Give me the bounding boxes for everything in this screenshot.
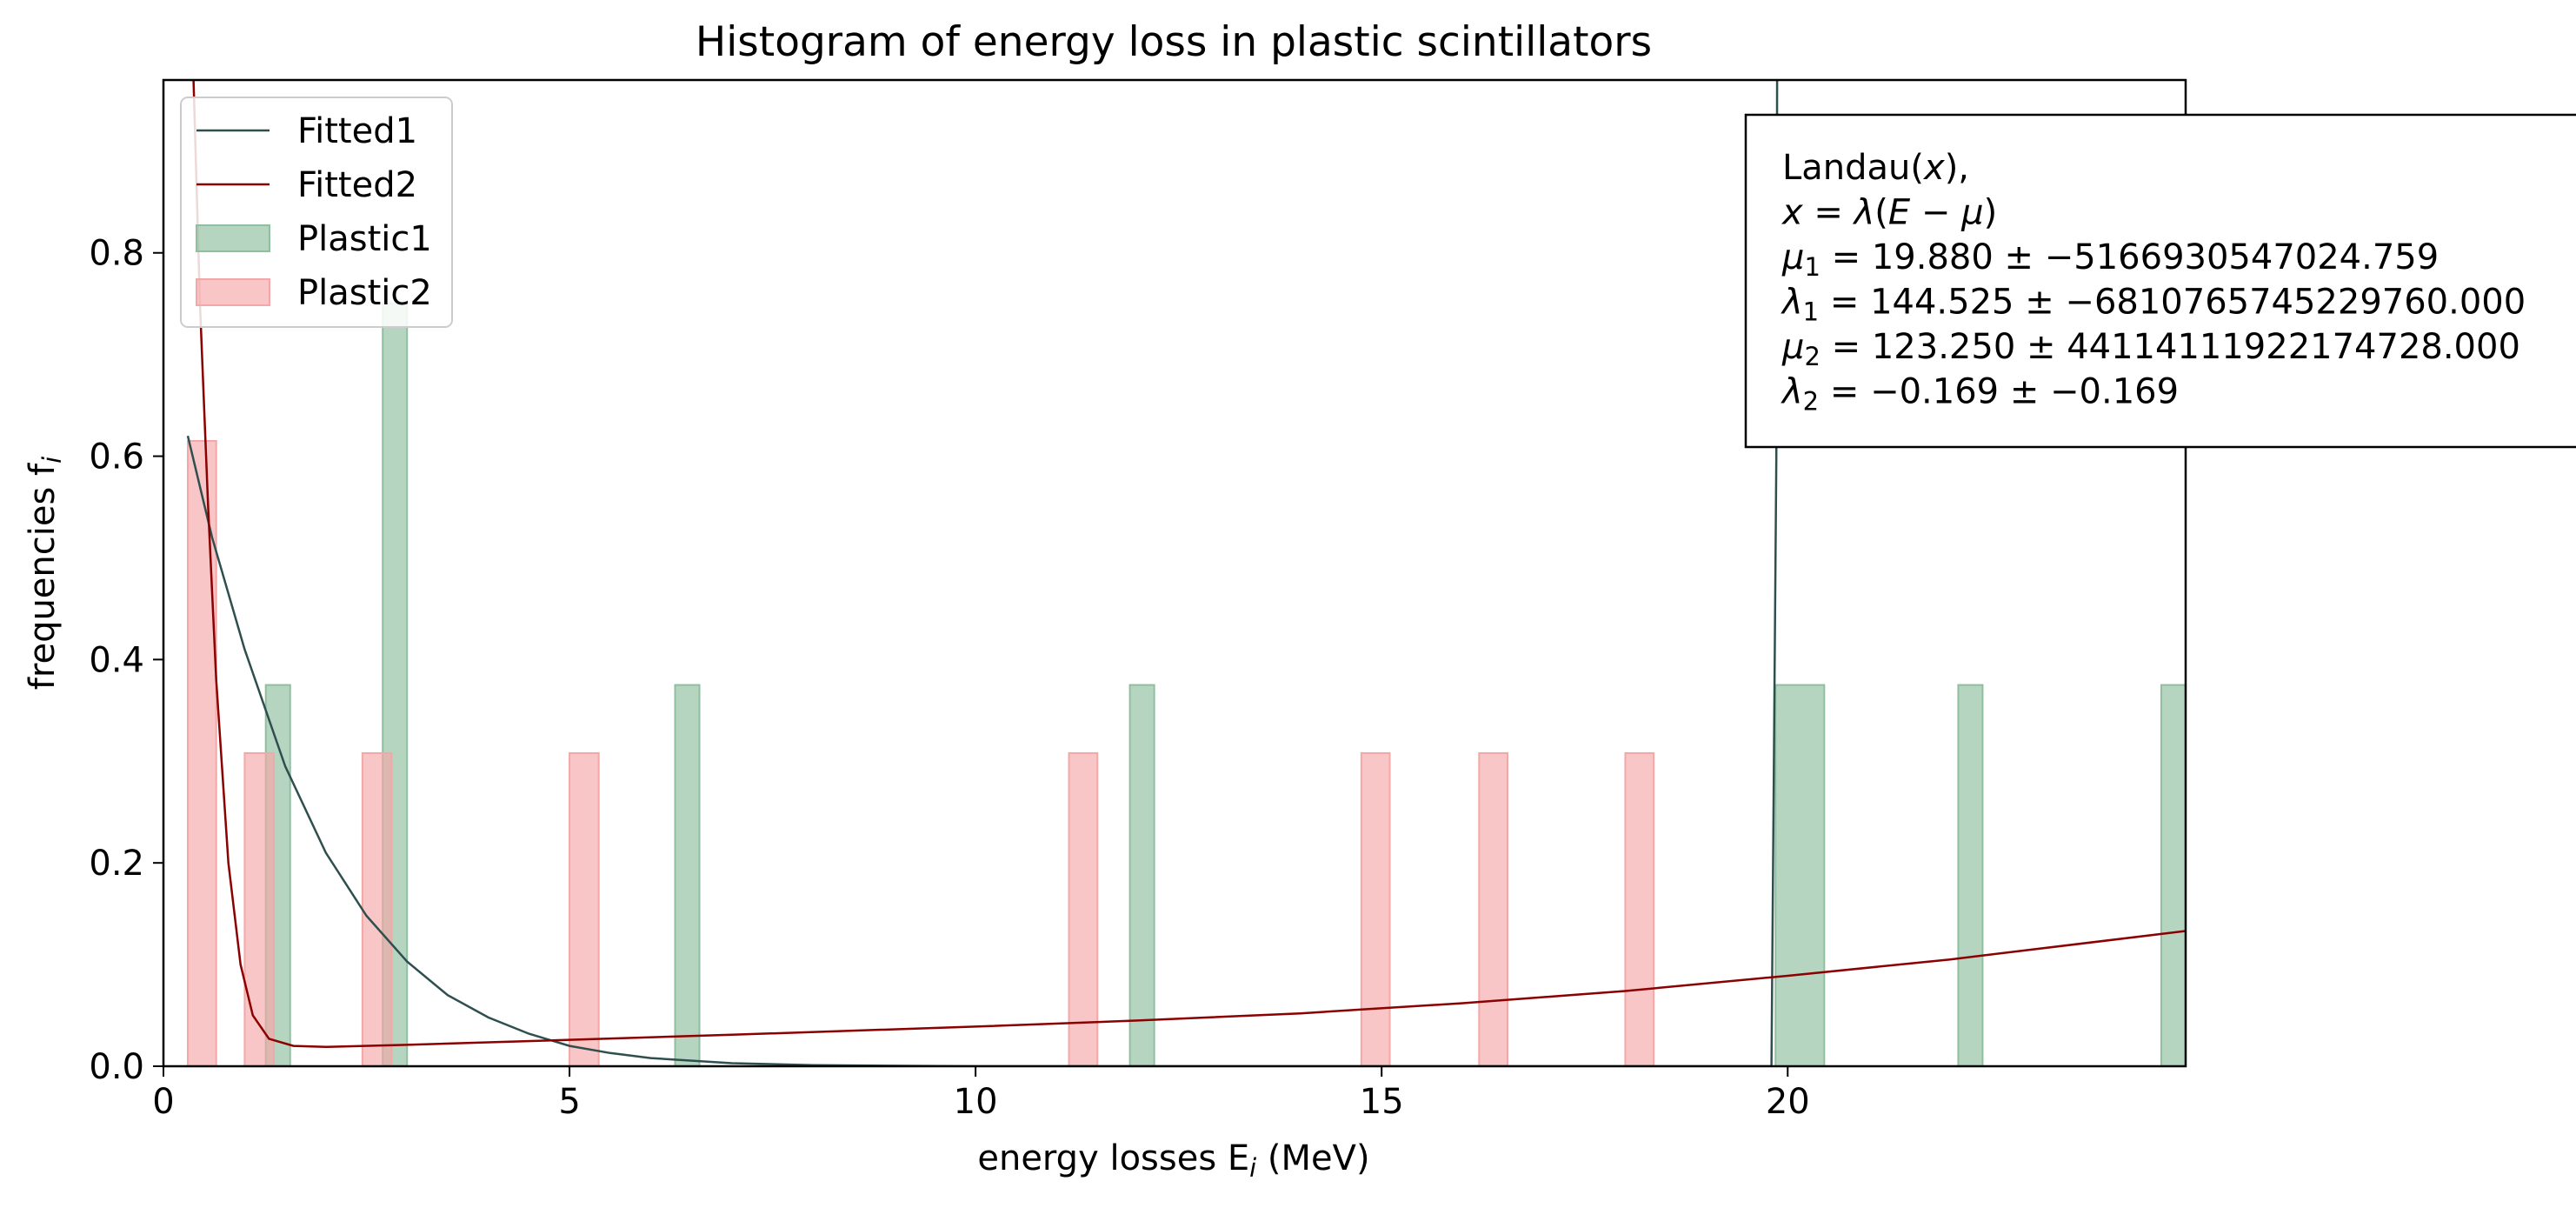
plastic2-bar-3	[569, 751, 600, 1066]
fit-parameters-box: Landau(x), x = λ(E − μ)μ1 = 19.880 ± −516…	[1744, 113, 2576, 449]
x-tick-label: 5	[558, 1082, 580, 1122]
plastic1-bar-6	[2160, 684, 2186, 1066]
annotation-line-2: μ1 = 19.880 ± −5166930547024.759	[1781, 237, 2439, 282]
plastic2-bar-1	[243, 751, 276, 1066]
annotation-frame	[1744, 113, 2576, 449]
legend-label-plastic2: Plastic2	[297, 273, 432, 313]
annotation-line-3: λ1 = 144.525 ± −6810765745229760.000	[1781, 283, 2526, 327]
annotation-line-0: Landau(x),	[1782, 148, 1969, 188]
y-axis: 0.0 0.2 0.4 0.6 0.8	[89, 234, 163, 1087]
x-tick-label: 0	[152, 1082, 174, 1122]
plastic2-bar-0	[187, 440, 217, 1066]
annotation-line-5: λ2 = −0.169 ± −0.169	[1781, 372, 2179, 417]
chart-title: Histogram of energy loss in plastic scin…	[696, 18, 1652, 66]
plastic1-bar-3	[1128, 684, 1155, 1066]
legend-swatch-plastic1	[196, 224, 270, 252]
x-tick-label: 15	[1360, 1082, 1404, 1122]
fitted1-line	[186, 80, 1779, 1066]
plastic2-bar-6	[1478, 751, 1508, 1066]
plot-frame	[162, 78, 2187, 1068]
legend-label-plastic1: Plastic1	[297, 219, 432, 259]
plastic2-bar-5	[1360, 751, 1391, 1066]
bars-layer	[187, 303, 2186, 1066]
annotation-line-1: x = λ(E − μ)	[1781, 193, 1997, 233]
fitted2-line	[192, 80, 2186, 1049]
plastic2-bar-7	[1624, 751, 1655, 1066]
y-tick-label: 0.0	[89, 1047, 144, 1087]
legend-frame	[180, 97, 453, 328]
legend-swatch-plastic2	[196, 278, 270, 306]
legend-label-fitted2: Fitted2	[297, 165, 417, 205]
plastic2-bar-2	[361, 751, 393, 1066]
x-axis-title: energy losses Ei (MeV)	[977, 1138, 1369, 1183]
y-axis-title: frequencies fi	[23, 457, 67, 690]
x-tick-label: 20	[1766, 1082, 1810, 1122]
plastic1-bar-4	[1774, 684, 1826, 1066]
legend-label-fitted1: Fitted1	[297, 111, 417, 151]
y-tick-label: 0.6	[89, 437, 144, 477]
x-axis: 0 5 10 15 20	[152, 1066, 1810, 1122]
y-tick-label: 0.8	[89, 234, 144, 274]
annotation-line-4: μ2 = 123.250 ± 44114111922174728.000	[1781, 327, 2520, 371]
plastic1-bar-2	[674, 684, 701, 1066]
lines-layer	[186, 80, 2186, 1066]
plastic2-bar-4	[1068, 751, 1099, 1066]
plastic1-bar-5	[1957, 684, 1984, 1066]
legend: Fitted1 Fitted2 Plastic1 Plastic2	[180, 97, 453, 328]
y-tick-label: 0.2	[89, 844, 144, 884]
x-tick-label: 10	[954, 1082, 998, 1122]
y-tick-label: 0.4	[89, 640, 144, 680]
